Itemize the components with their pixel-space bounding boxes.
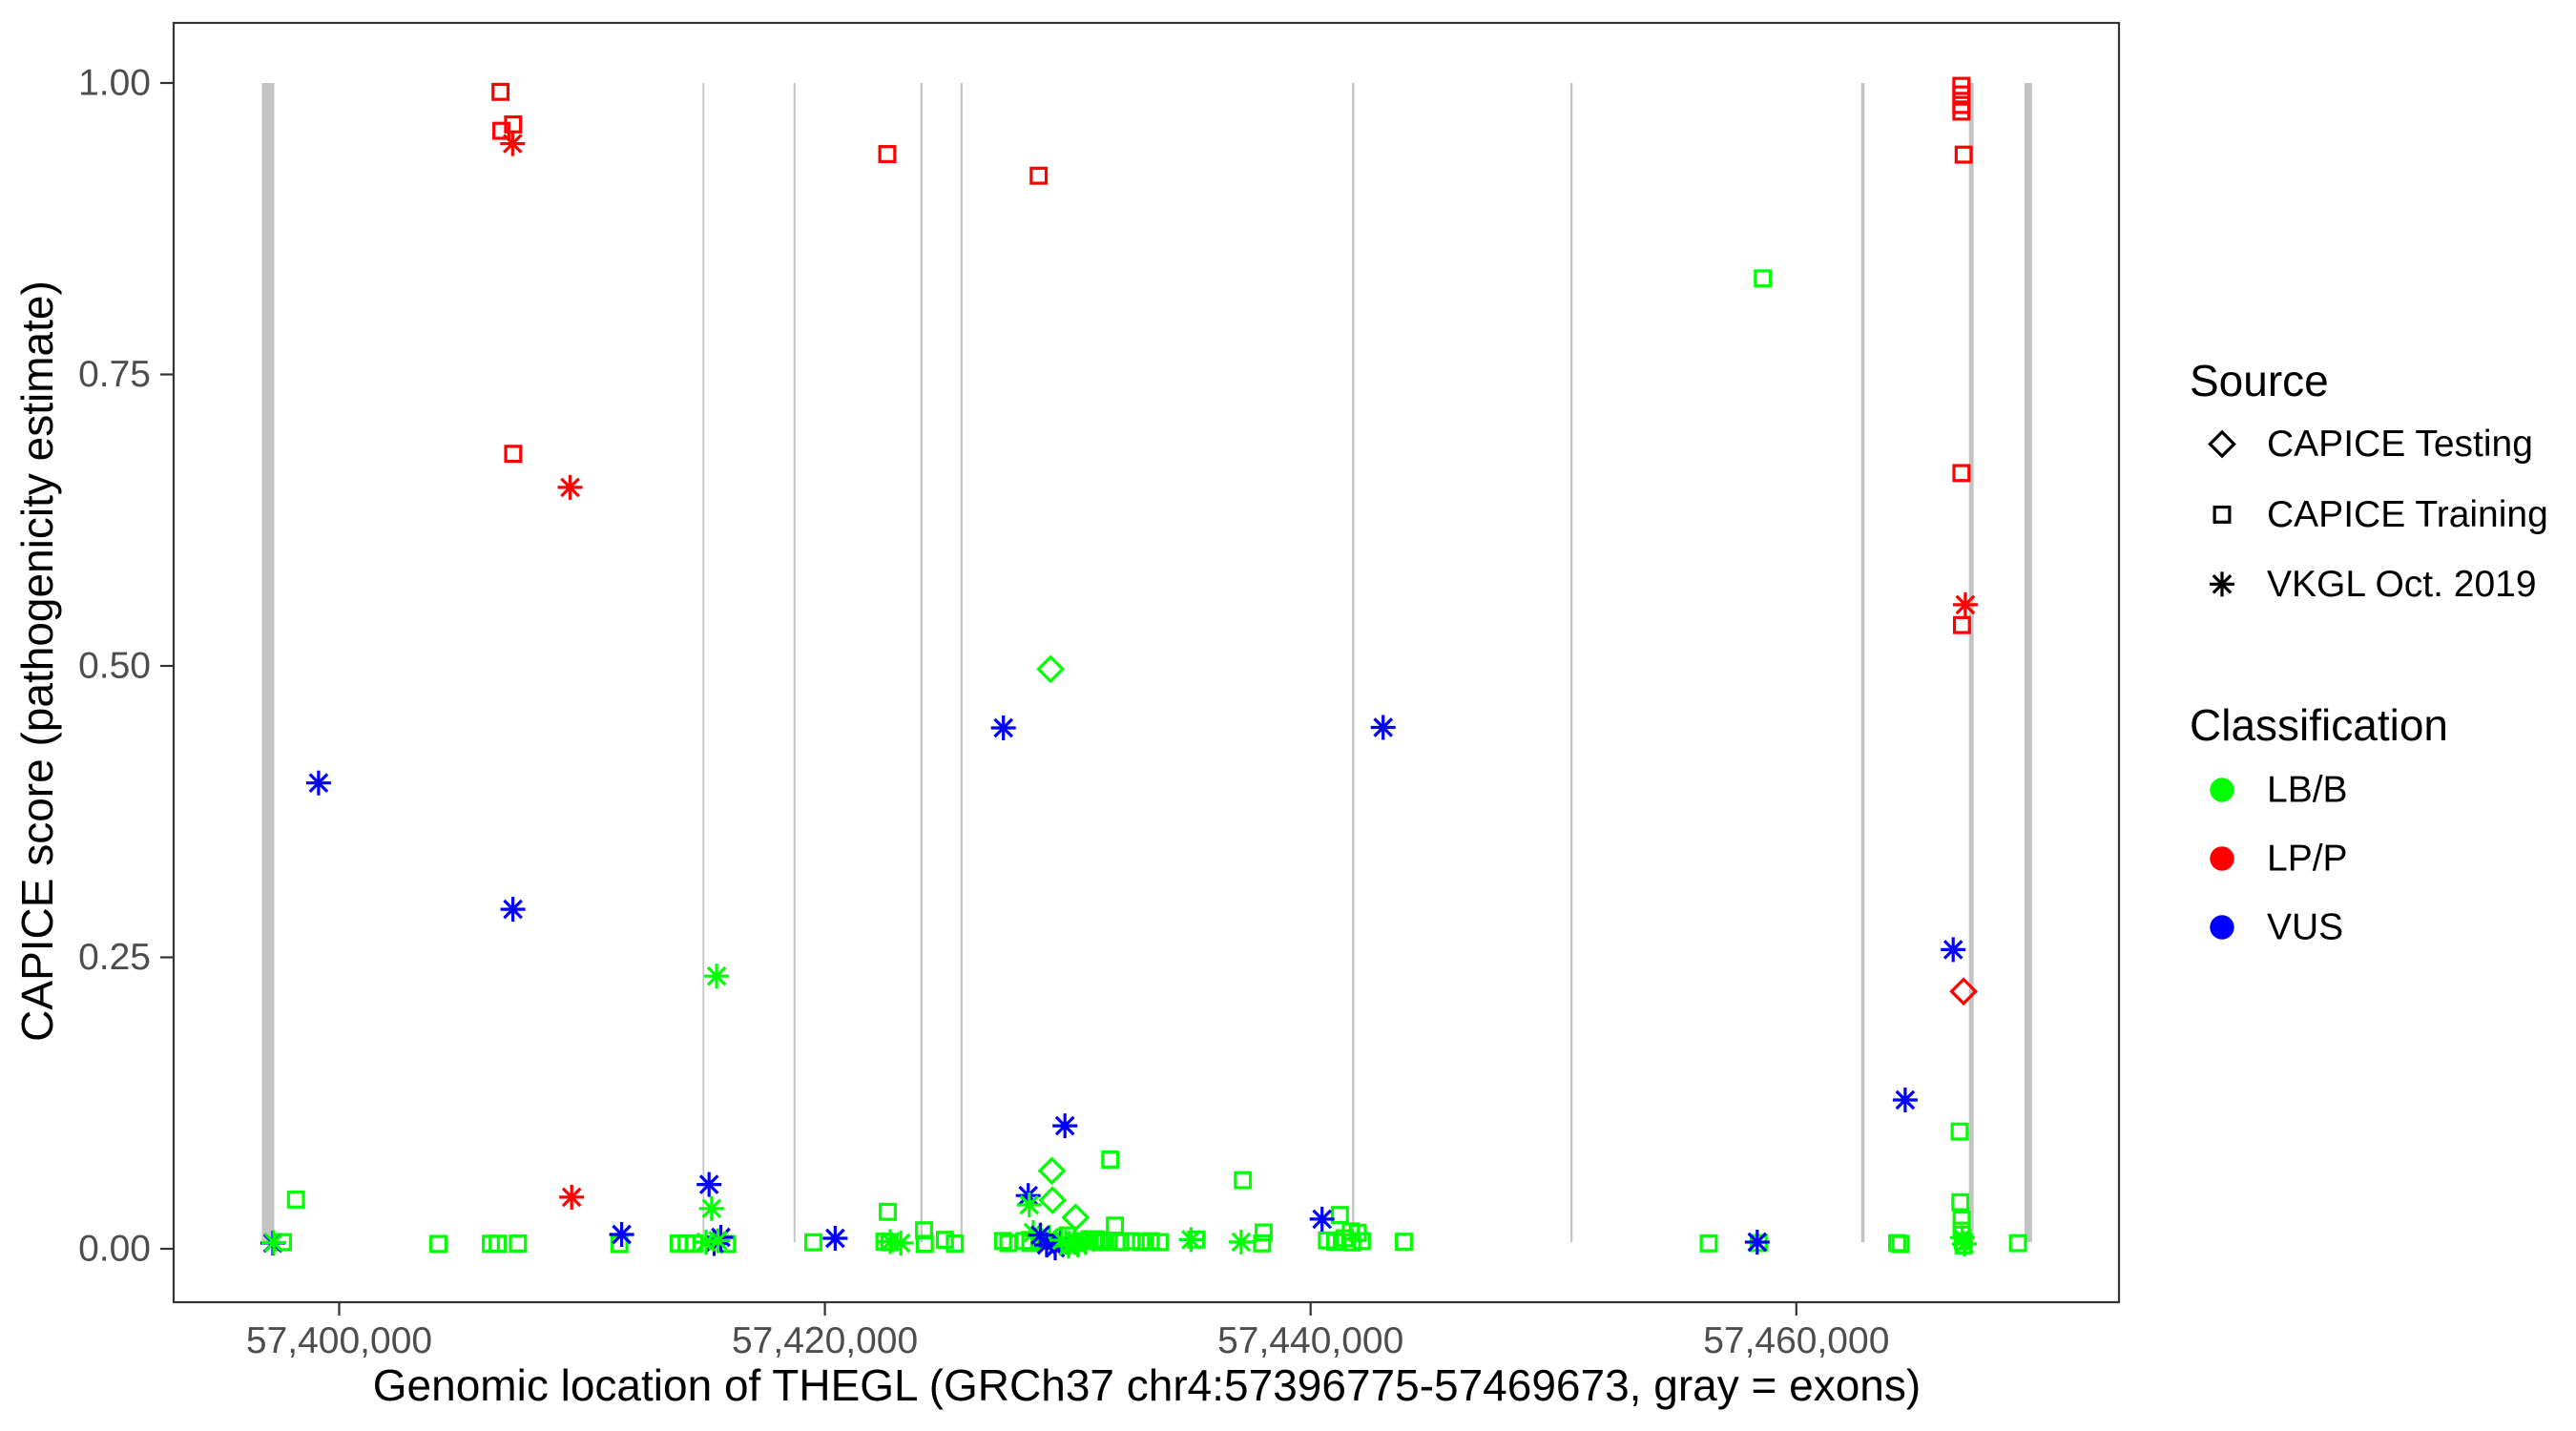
svg-text:VKGL Oct. 2019: VKGL Oct. 2019 (2267, 564, 2537, 605)
svg-text:CAPICE Testing: CAPICE Testing (2267, 424, 2533, 465)
svg-text:57,420,000: 57,420,000 (732, 1320, 918, 1361)
svg-text:Source: Source (2190, 356, 2329, 405)
svg-text:57,460,000: 57,460,000 (1703, 1320, 1889, 1361)
svg-text:VUS: VUS (2267, 907, 2343, 948)
svg-text:CAPICE Training: CAPICE Training (2267, 494, 2548, 535)
svg-text:LP/P: LP/P (2267, 839, 2348, 880)
svg-text:0.00: 0.00 (78, 1229, 151, 1270)
svg-text:57,400,000: 57,400,000 (246, 1320, 432, 1361)
svg-text:0.25: 0.25 (78, 937, 151, 978)
svg-text:57,440,000: 57,440,000 (1217, 1320, 1403, 1361)
svg-text:0.50: 0.50 (78, 646, 151, 687)
svg-text:Classification: Classification (2190, 700, 2448, 750)
svg-text:LB/B: LB/B (2267, 770, 2348, 811)
svg-text:CAPICE score (pathogenicity es: CAPICE score (pathogenicity estimate) (12, 280, 62, 1042)
svg-text:0.75: 0.75 (78, 354, 151, 395)
svg-text:Genomic location of THEGL (GRC: Genomic location of THEGL (GRCh37 chr4:5… (373, 1360, 1921, 1410)
svg-text:1.00: 1.00 (78, 63, 151, 104)
